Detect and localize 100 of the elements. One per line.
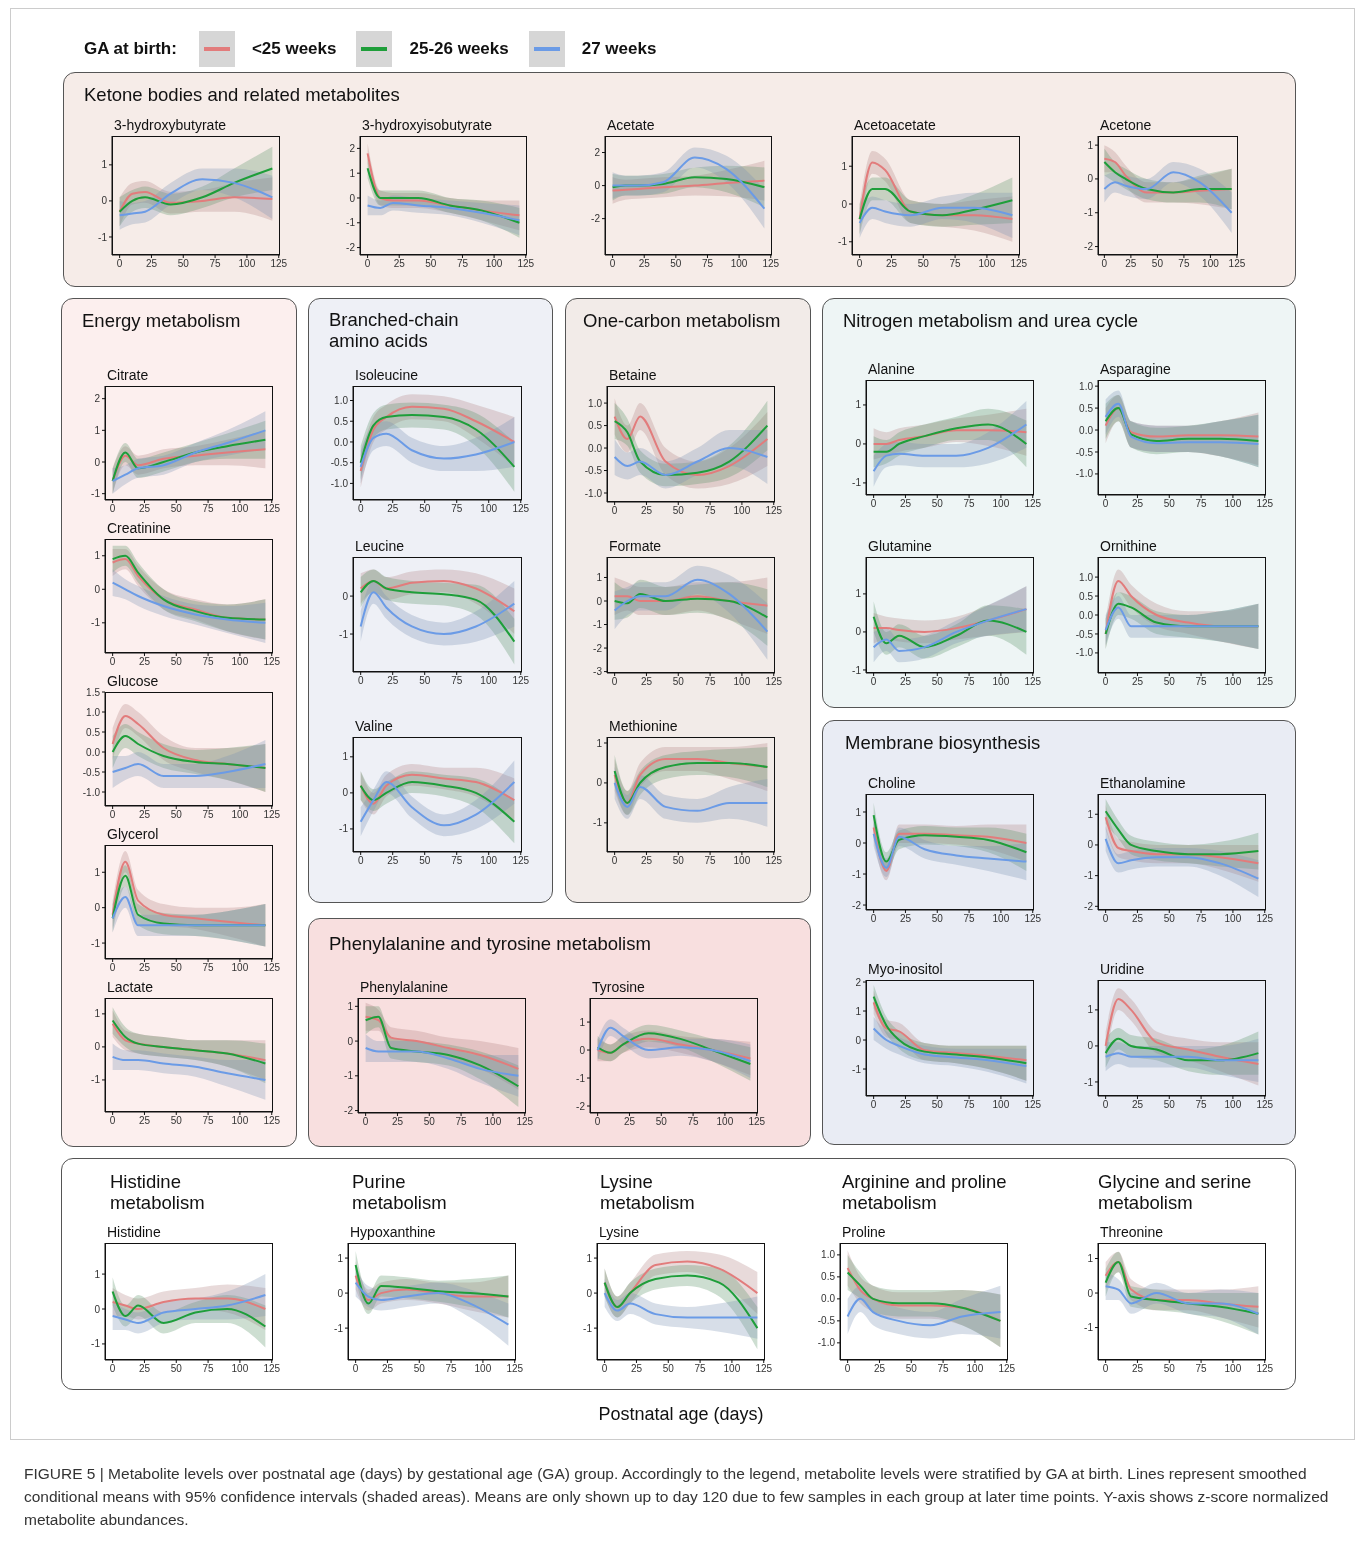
y-tick-label: 2: [855, 976, 862, 988]
x-tick-label: 100: [238, 258, 256, 270]
y-tick-label: 2: [594, 147, 601, 159]
y-tick-label: 1: [596, 737, 603, 749]
chart-title: Membrane biosynthesis: [845, 732, 1041, 753]
x-tick-label: 125: [1024, 498, 1042, 510]
y-tick-label: -2: [346, 242, 356, 254]
x-tick-label: 50: [672, 676, 685, 688]
y-tick-label: 1.0: [334, 395, 349, 407]
chart-title: Methionine: [609, 718, 678, 734]
line-series: [364, 1015, 520, 1070]
x-tick-label: 0: [109, 809, 116, 821]
line-series: [111, 735, 267, 769]
y-tick-label: -1.0: [1075, 468, 1094, 480]
y-tick-label: 0.0: [821, 1293, 836, 1305]
x-tick-label: 50: [655, 1116, 668, 1128]
x-tick-label: 125: [506, 1363, 524, 1375]
y-tick-label: 1: [855, 399, 862, 411]
x-tick-label: 50: [1163, 676, 1176, 688]
x-tick-label: 0: [357, 503, 364, 515]
y-tick-label: 1: [855, 1005, 862, 1017]
x-tick-label: 75: [455, 1116, 468, 1128]
x-tick-label: 100: [231, 1115, 249, 1127]
y-tick-label: -1: [583, 1322, 593, 1334]
line-series: [1103, 171, 1233, 214]
line-series: [872, 832, 1028, 869]
y-tick-label: -1: [1084, 1322, 1094, 1334]
x-tick-label: 125: [270, 258, 288, 270]
x-tick-label: 50: [931, 498, 944, 510]
x-tick-label: 75: [694, 1363, 707, 1375]
y-tick-label: 0: [1087, 1040, 1094, 1052]
x-tick-label: 25: [387, 675, 399, 687]
x-tick-label: 100: [474, 1363, 492, 1375]
x-tick-label: 0: [611, 505, 618, 517]
chart-subtitle: Threonine: [1100, 1224, 1164, 1240]
y-tick-label: 0: [94, 1041, 101, 1053]
x-tick-label: 25: [1125, 258, 1137, 270]
chart-title: One-carbon metabolism: [583, 310, 781, 331]
line-series: [364, 1047, 520, 1077]
y-tick-label: 2: [94, 393, 101, 405]
x-tick-label: 50: [170, 656, 183, 668]
y-tick-label: 1.5: [86, 686, 101, 698]
line-series: [111, 1055, 267, 1081]
x-tick-label: 75: [202, 962, 215, 974]
y-tick-label: -1: [1084, 870, 1094, 882]
chart-subtitle: Lysine: [599, 1224, 639, 1240]
x-tick-label: 50: [170, 1115, 183, 1127]
chart-title: Valine: [355, 718, 393, 734]
line-series: [366, 201, 521, 222]
line-series: [872, 615, 1028, 649]
line-series: [359, 414, 516, 468]
x-tick-label: 75: [963, 913, 976, 925]
x-tick-label: 50: [670, 258, 682, 270]
x-tick-label: 25: [899, 498, 912, 510]
x-tick-label: 75: [202, 503, 215, 515]
x-tick-label: 125: [765, 676, 783, 688]
y-tick-label: 0: [1087, 173, 1094, 185]
chart-subtitle: Choline: [868, 775, 916, 791]
y-tick-label: 1: [1087, 808, 1094, 820]
x-tick-label: 125: [263, 809, 281, 821]
x-tick-label: 75: [1195, 676, 1208, 688]
x-tick-label: 75: [963, 1099, 976, 1111]
x-tick-label: 50: [672, 855, 685, 867]
y-tick-label: -1: [98, 231, 108, 243]
chart-title: Glycerol: [107, 826, 159, 842]
line-series: [1104, 816, 1260, 865]
x-tick-label: 50: [672, 505, 685, 517]
y-tick-label: -1: [91, 617, 101, 629]
x-tick-label: 100: [231, 962, 249, 974]
y-tick-label: -1: [334, 1322, 344, 1334]
line-series: [111, 448, 267, 482]
x-tick-label: 25: [638, 258, 651, 270]
y-tick-label: 1: [1087, 1253, 1094, 1265]
x-tick-label: 125: [1024, 676, 1042, 688]
x-tick-label: 100: [231, 809, 249, 821]
chart-title: Glycine and serine metabolism: [1098, 1171, 1253, 1213]
y-tick-label: -1: [1084, 1076, 1094, 1088]
x-tick-label: 25: [391, 1116, 404, 1128]
chart-title: Energy metabolism: [82, 310, 241, 331]
y-tick-label: 0: [347, 1035, 354, 1047]
y-tick-label: 0: [855, 438, 862, 450]
chart-title: Ornithine: [1100, 538, 1157, 554]
y-tick-label: 1: [855, 806, 862, 818]
line-series: [354, 1281, 510, 1326]
x-tick-label: 50: [170, 809, 183, 821]
chart-title: Nitrogen metabolism and urea cycle: [843, 310, 1139, 331]
chart-subtitle: Histidine: [107, 1224, 161, 1240]
y-tick-label: 2: [349, 142, 356, 154]
x-tick-label: 0: [611, 855, 618, 867]
chart-subtitle: Alanine: [868, 361, 915, 377]
x-tick-label: 25: [1131, 1099, 1144, 1111]
y-tick-label: -1: [346, 217, 356, 229]
chart-title: Glucose: [107, 673, 159, 689]
x-tick-label: 100: [480, 675, 498, 687]
y-tick-label: -1: [576, 1072, 586, 1084]
chart-subtitle: Citrate: [107, 367, 149, 383]
line-series: [366, 152, 521, 217]
x-tick-label: 25: [138, 1115, 151, 1127]
line-series: [111, 763, 267, 777]
x-tick-label: 125: [1256, 676, 1274, 688]
